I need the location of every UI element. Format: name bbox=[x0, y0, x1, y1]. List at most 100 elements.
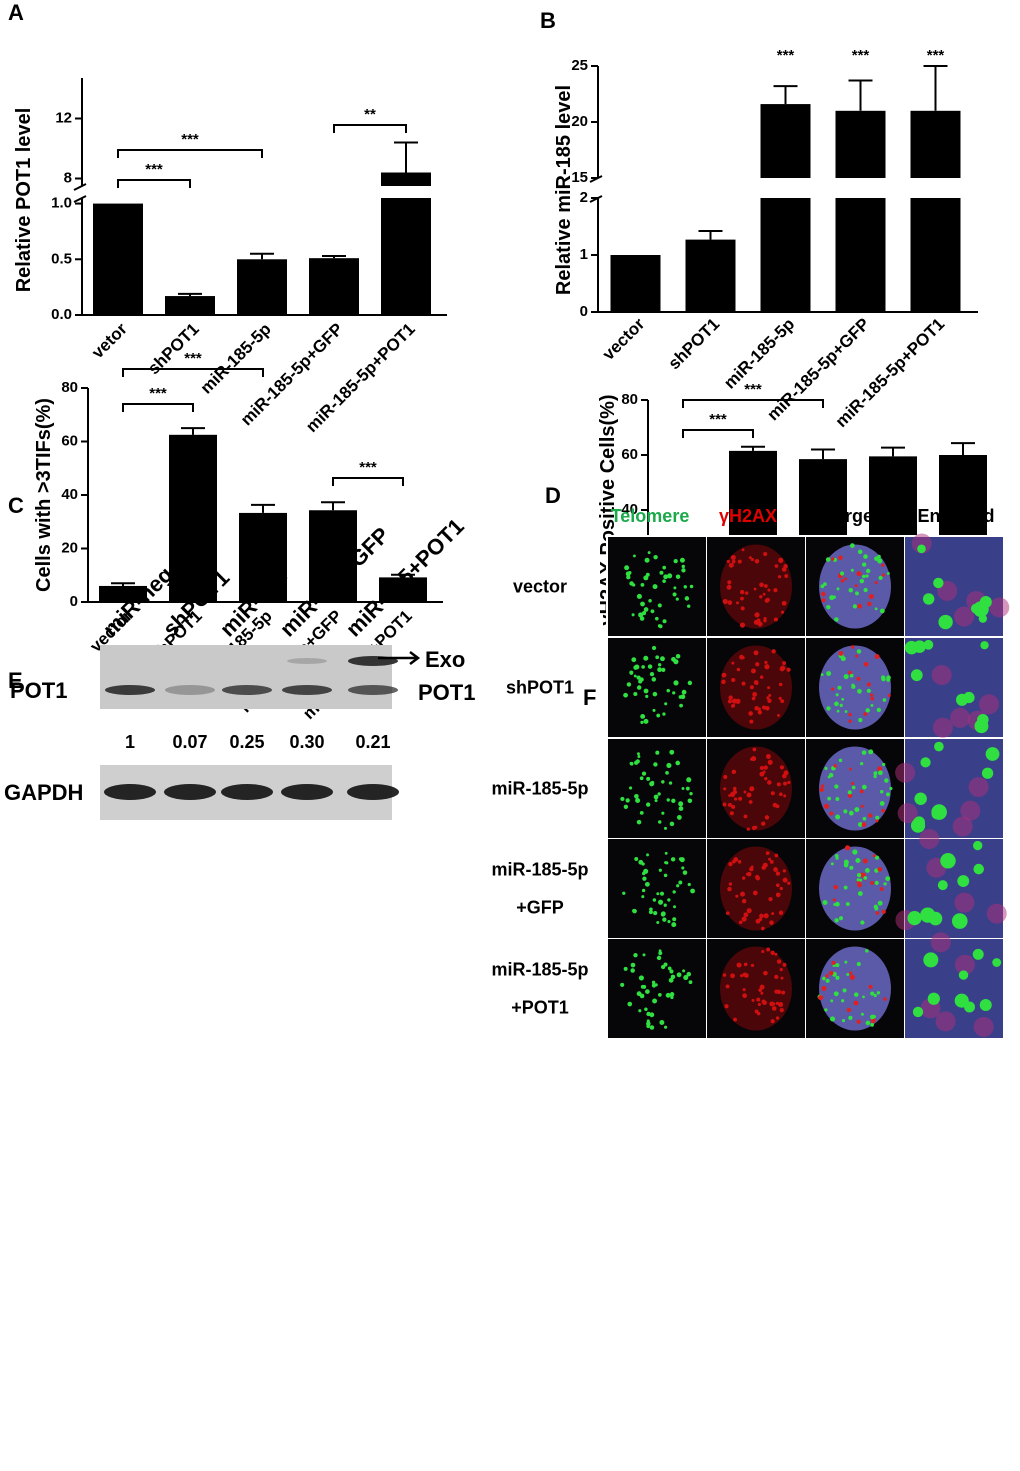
spot bbox=[756, 1011, 761, 1016]
spot bbox=[676, 972, 682, 978]
spot bbox=[859, 878, 863, 882]
spot bbox=[826, 706, 831, 711]
spot bbox=[860, 761, 864, 766]
spot bbox=[731, 703, 736, 708]
spot bbox=[855, 654, 859, 658]
spot bbox=[843, 809, 848, 814]
spot bbox=[849, 767, 852, 771]
spot bbox=[835, 963, 840, 968]
spot bbox=[640, 601, 645, 607]
spot bbox=[856, 878, 860, 882]
spot bbox=[629, 761, 633, 766]
spot bbox=[641, 895, 645, 899]
spot bbox=[768, 896, 773, 902]
spot bbox=[749, 685, 754, 690]
spot bbox=[847, 790, 852, 795]
spot bbox=[739, 974, 744, 978]
spot bbox=[830, 999, 834, 1003]
spot bbox=[641, 888, 646, 893]
spot bbox=[755, 681, 759, 686]
spot bbox=[841, 999, 845, 1003]
spot bbox=[920, 907, 936, 923]
spot bbox=[868, 984, 873, 989]
y-tick-label: 0.0 bbox=[51, 306, 72, 323]
spot bbox=[783, 794, 787, 798]
spot bbox=[681, 564, 686, 569]
spot bbox=[754, 558, 760, 564]
y-tick-label: 12 bbox=[55, 109, 72, 126]
spot bbox=[728, 882, 733, 886]
spot bbox=[670, 974, 676, 980]
spot bbox=[856, 872, 862, 878]
spot bbox=[778, 557, 784, 563]
spot bbox=[846, 972, 850, 976]
error-bar bbox=[322, 254, 346, 259]
spot bbox=[656, 920, 660, 925]
spot bbox=[761, 999, 766, 1004]
band bbox=[165, 685, 215, 695]
spot bbox=[854, 584, 858, 588]
spot bbox=[856, 571, 862, 577]
spot bbox=[636, 685, 642, 690]
spot bbox=[757, 710, 763, 715]
spot bbox=[779, 967, 783, 972]
spot bbox=[866, 688, 871, 693]
spot bbox=[951, 913, 968, 929]
spot bbox=[723, 775, 728, 779]
foci bbox=[935, 1011, 956, 1032]
error-bar bbox=[881, 446, 905, 457]
spot bbox=[846, 1007, 852, 1013]
spot bbox=[840, 578, 845, 583]
spot bbox=[626, 682, 632, 687]
spot bbox=[633, 554, 636, 558]
spot bbox=[762, 705, 767, 710]
spot bbox=[731, 559, 736, 564]
spot bbox=[638, 1009, 642, 1013]
spot bbox=[673, 659, 679, 665]
spot bbox=[878, 575, 883, 580]
spot bbox=[672, 890, 676, 894]
spot bbox=[847, 793, 853, 798]
spot bbox=[881, 573, 886, 577]
spot bbox=[904, 640, 919, 655]
spot bbox=[649, 671, 655, 677]
column-header: Enlarged bbox=[917, 506, 994, 526]
spot bbox=[743, 962, 748, 967]
foci bbox=[932, 717, 953, 738]
spot bbox=[874, 581, 878, 585]
significance-label: *** bbox=[145, 161, 163, 178]
spot bbox=[957, 875, 970, 888]
quantification: 0.21 bbox=[355, 732, 390, 752]
spot bbox=[628, 570, 632, 575]
spot bbox=[757, 1002, 761, 1007]
spot bbox=[833, 884, 838, 890]
spot bbox=[739, 654, 744, 660]
spot bbox=[875, 815, 880, 820]
spot bbox=[849, 974, 855, 980]
spot bbox=[851, 781, 855, 786]
spot bbox=[642, 984, 647, 989]
error-bar bbox=[923, 65, 948, 111]
error-bar bbox=[811, 448, 835, 460]
spot bbox=[765, 851, 770, 855]
spot bbox=[643, 655, 649, 661]
spot bbox=[655, 655, 660, 660]
spot bbox=[777, 575, 782, 579]
spot bbox=[868, 749, 874, 755]
spot bbox=[853, 992, 859, 997]
spot bbox=[739, 622, 746, 628]
spot bbox=[727, 699, 732, 704]
spot bbox=[657, 667, 662, 673]
spot bbox=[857, 882, 862, 888]
spot bbox=[726, 585, 732, 590]
spot bbox=[859, 789, 864, 794]
micrograph bbox=[608, 939, 706, 1038]
bar bbox=[760, 104, 811, 178]
spot bbox=[725, 984, 730, 989]
spot bbox=[826, 604, 831, 610]
spot bbox=[835, 856, 839, 860]
spot bbox=[882, 698, 887, 702]
spot bbox=[664, 861, 667, 864]
spot bbox=[647, 664, 653, 669]
spot bbox=[751, 825, 757, 831]
